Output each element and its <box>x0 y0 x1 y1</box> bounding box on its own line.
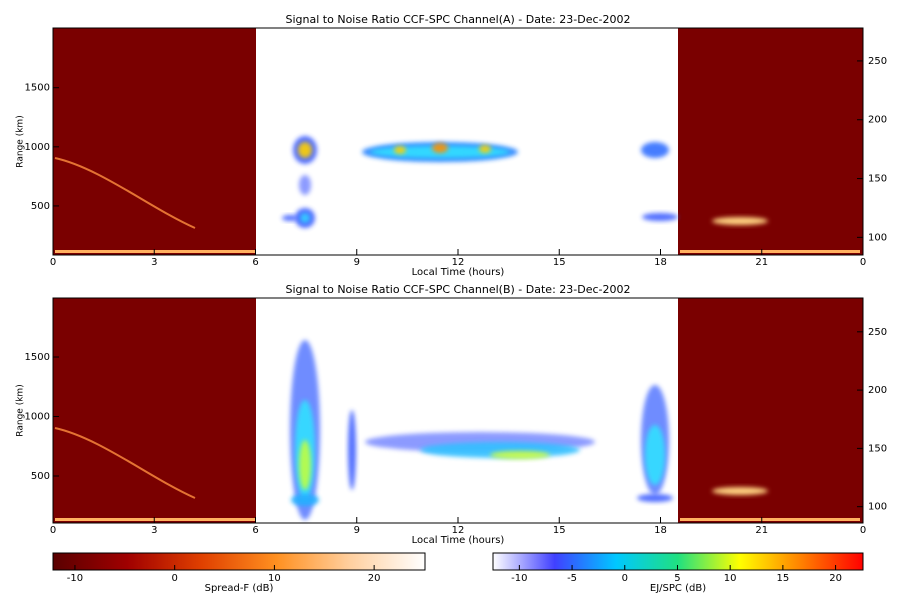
x-tick-label: 12 <box>452 257 465 268</box>
x-axis-label: Local Time (hours) <box>412 267 505 278</box>
x-tick-label: 0 <box>50 257 56 268</box>
echo-region <box>641 142 669 158</box>
echo-region <box>298 142 312 158</box>
x-tick-label: 9 <box>354 257 360 268</box>
echo-region <box>712 487 768 495</box>
spread-f-trace <box>54 427 196 499</box>
y2-tick-label: 100 <box>868 232 887 243</box>
y2-tick-label: 200 <box>868 385 887 396</box>
echo-region <box>299 440 311 490</box>
colorbar-tick-label: -10 <box>511 573 527 584</box>
echo-region <box>712 217 768 225</box>
colorbar <box>492 552 864 571</box>
x-tick-label: 0 <box>860 525 866 536</box>
echo-region <box>300 213 310 223</box>
echo-region <box>394 146 406 154</box>
x-tick-label: 21 <box>755 257 768 268</box>
night-region <box>678 298 863 523</box>
night-region <box>53 298 256 523</box>
bottom-echo <box>680 518 860 521</box>
echo-region <box>637 494 673 502</box>
y-tick-label: 500 <box>31 201 50 212</box>
bottom-echo <box>55 518 255 521</box>
x-tick-label: 18 <box>654 525 667 536</box>
x-tick-label: 21 <box>755 525 768 536</box>
y2-tick-label: 200 <box>868 115 887 126</box>
colorbar-tick-label: 20 <box>829 573 842 584</box>
echo-region <box>490 451 550 459</box>
y-tick-label: 500 <box>31 471 50 482</box>
chart-title: Signal to Noise Ratio CCF-SPC Channel(B)… <box>286 283 631 296</box>
x-tick-label: 15 <box>553 525 566 536</box>
echo-region <box>299 175 311 195</box>
echo-region <box>282 215 298 221</box>
x-tick-label: 6 <box>252 525 258 536</box>
bottom-echo <box>680 250 860 253</box>
echo-region <box>291 494 319 506</box>
y2-tick-label: 250 <box>868 327 887 338</box>
y2-tick-label: 150 <box>868 443 887 454</box>
x-tick-label: 6 <box>252 257 258 268</box>
y-tick-label: 1500 <box>25 83 50 94</box>
echo-region <box>348 410 356 490</box>
night-region <box>678 28 863 255</box>
y2-tick-label: 250 <box>868 56 887 67</box>
echo-region <box>432 143 448 153</box>
y-tick-label: 1000 <box>25 142 50 153</box>
colorbar-tick-label: 15 <box>777 573 790 584</box>
x-tick-label: 18 <box>654 257 667 268</box>
echo-region <box>645 425 665 485</box>
colorbar-tick-label: -10 <box>67 573 83 584</box>
colorbar-tick-label: 10 <box>268 573 281 584</box>
y2-tick-label: 150 <box>868 174 887 185</box>
echo-region <box>479 145 491 153</box>
y-tick-label: 1000 <box>25 412 50 423</box>
colorbar-tick-label: 0 <box>622 573 628 584</box>
echo-region <box>642 213 678 221</box>
colorbar-tick-label: 0 <box>171 573 177 584</box>
colorbar-tick-label: 10 <box>724 573 737 584</box>
y2-tick-label: 100 <box>868 502 887 513</box>
colorbar-label: Spread-F (dB) <box>205 583 274 594</box>
colorbar-label: EJ/SPC (dB) <box>650 583 706 594</box>
colorbar-tick-label: 5 <box>674 573 680 584</box>
x-tick-label: 12 <box>452 525 465 536</box>
x-tick-label: 15 <box>553 257 566 268</box>
colorbar-tick-label: -5 <box>567 573 577 584</box>
x-tick-label: 0 <box>860 257 866 268</box>
x-tick-label: 3 <box>151 525 157 536</box>
x-axis-label: Local Time (hours) <box>412 535 505 546</box>
x-tick-label: 3 <box>151 257 157 268</box>
y-axis-label: Range (km) <box>16 115 26 167</box>
x-tick-label: 0 <box>50 525 56 536</box>
spread-f-trace <box>54 157 196 229</box>
bottom-echo <box>55 250 255 253</box>
colorbar-tick-label: 20 <box>368 573 381 584</box>
y-axis-label: Range (km) <box>16 384 26 436</box>
colorbar <box>52 552 426 571</box>
night-region <box>53 28 256 255</box>
chart-title: Signal to Noise Ratio CCF-SPC Channel(A)… <box>286 13 631 26</box>
y-tick-label: 1500 <box>25 352 50 363</box>
x-tick-label: 9 <box>354 525 360 536</box>
